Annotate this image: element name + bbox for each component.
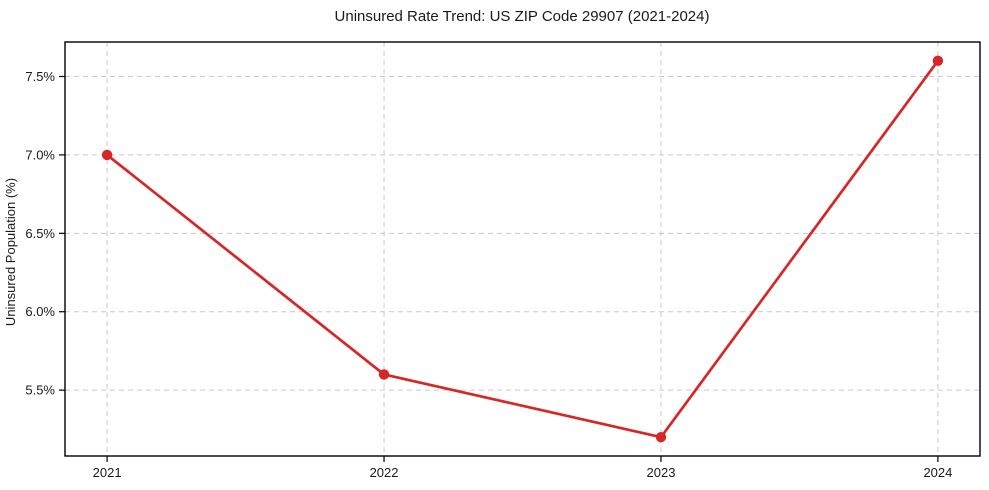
y-tick-label: 7.0% bbox=[25, 147, 55, 162]
data-point bbox=[932, 55, 944, 67]
plot-area: 5.5% 6.0% 6.5% 7.0% 7.5% 2021 2022 2023 2024 bbox=[25, 41, 981, 480]
plot-border bbox=[64, 41, 981, 457]
y-tick-label: 7.5% bbox=[25, 69, 55, 84]
x-tick-label: 2021 bbox=[93, 465, 122, 480]
chart-title: Uninsured Rate Trend: US ZIP Code 29907 … bbox=[335, 8, 710, 25]
data-point bbox=[655, 431, 667, 443]
y-axis-label: Uninsured Population (%) bbox=[3, 178, 18, 326]
data-point bbox=[378, 369, 390, 380]
x-tick-label: 2024 bbox=[923, 465, 952, 480]
x-tick-label: 2022 bbox=[370, 465, 399, 480]
data-line bbox=[105, 59, 940, 439]
y-tick-label: 6.0% bbox=[25, 304, 55, 319]
x-tick-label: 2023 bbox=[647, 465, 676, 480]
y-tick-label: 6.5% bbox=[25, 226, 55, 241]
y-tick-label: 5.5% bbox=[25, 383, 55, 398]
data-point bbox=[101, 149, 113, 161]
